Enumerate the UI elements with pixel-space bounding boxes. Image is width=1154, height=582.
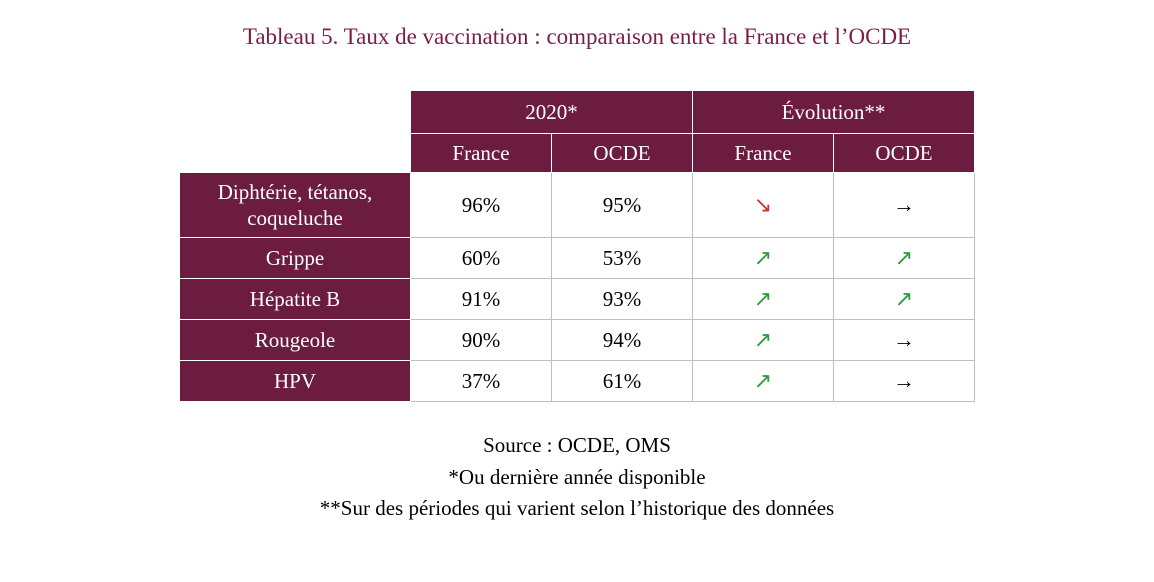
header-ocde-evo: OCDE [834, 134, 975, 173]
header-blank [180, 91, 411, 134]
cell-ocde-2020: 94% [552, 320, 693, 361]
header-group-evolution: Évolution** [693, 91, 975, 134]
table-row: HPV 37% 61% ↗ → [180, 361, 975, 402]
cell-ocde-evo: → [834, 320, 975, 361]
cell-ocde-evo: ↗ [834, 279, 975, 320]
vaccination-table: 2020* Évolution** France OCDE France OCD… [179, 90, 975, 402]
cell-france-2020: 37% [411, 361, 552, 402]
arrow-down-icon: ↘ [754, 194, 772, 216]
cell-ocde-evo: → [834, 173, 975, 238]
table-row: Hépatite B 91% 93% ↗ ↗ [180, 279, 975, 320]
table-notes: Source : OCDE, OMS *Ou dernière année di… [0, 430, 1154, 525]
arrow-up-icon: ↗ [895, 247, 913, 269]
header-france-evo: France [693, 134, 834, 173]
cell-france-evo: ↗ [693, 320, 834, 361]
header-group-2020: 2020* [411, 91, 693, 134]
cell-france-2020: 90% [411, 320, 552, 361]
note-source: Source : OCDE, OMS [0, 430, 1154, 462]
cell-france-evo: ↗ [693, 279, 834, 320]
table-row: Diphtérie, tétanos, coqueluche 96% 95% ↘… [180, 173, 975, 238]
row-label: Grippe [180, 238, 411, 279]
arrow-up-icon: ↗ [754, 288, 772, 310]
header-blank-2 [180, 134, 411, 173]
table-row: Grippe 60% 53% ↗ ↗ [180, 238, 975, 279]
arrow-flat-icon: → [893, 194, 915, 216]
cell-ocde-2020: 95% [552, 173, 693, 238]
table-row: Rougeole 90% 94% ↗ → [180, 320, 975, 361]
header-ocde-2020: OCDE [552, 134, 693, 173]
arrow-flat-icon: → [893, 329, 915, 351]
cell-ocde-evo: → [834, 361, 975, 402]
note-star1: *Ou dernière année disponible [0, 462, 1154, 494]
header-france-2020: France [411, 134, 552, 173]
cell-ocde-evo: ↗ [834, 238, 975, 279]
arrow-up-icon: ↗ [895, 288, 913, 310]
note-star2: **Sur des périodes qui varient selon l’h… [0, 493, 1154, 525]
cell-ocde-2020: 53% [552, 238, 693, 279]
row-label: Diphtérie, tétanos, coqueluche [180, 173, 411, 238]
arrow-up-icon: ↗ [754, 370, 772, 392]
arrow-up-icon: ↗ [754, 247, 772, 269]
cell-france-2020: 96% [411, 173, 552, 238]
table-body: Diphtérie, tétanos, coqueluche 96% 95% ↘… [180, 173, 975, 402]
row-label: Hépatite B [180, 279, 411, 320]
cell-ocde-2020: 93% [552, 279, 693, 320]
arrow-flat-icon: → [893, 370, 915, 392]
cell-france-2020: 60% [411, 238, 552, 279]
cell-france-evo: ↗ [693, 361, 834, 402]
cell-france-2020: 91% [411, 279, 552, 320]
row-label: HPV [180, 361, 411, 402]
cell-france-evo: ↘ [693, 173, 834, 238]
cell-france-evo: ↗ [693, 238, 834, 279]
arrow-up-icon: ↗ [754, 329, 772, 351]
cell-ocde-2020: 61% [552, 361, 693, 402]
row-label: Rougeole [180, 320, 411, 361]
table-title: Tableau 5. Taux de vaccination : compara… [0, 24, 1154, 50]
